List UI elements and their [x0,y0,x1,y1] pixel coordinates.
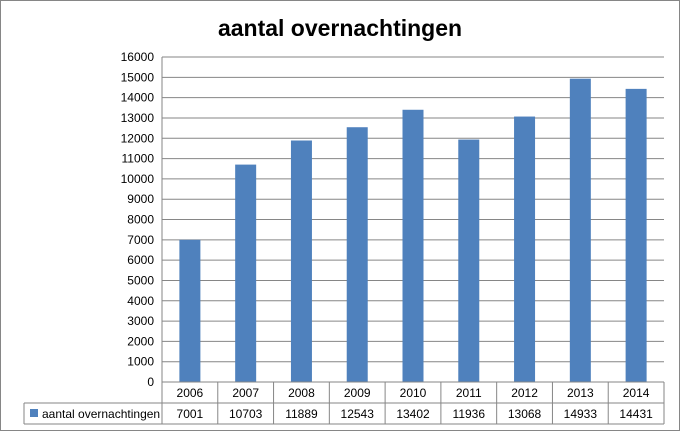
bar [402,109,424,382]
data-value-label: 14933 [564,407,598,421]
y-tick-label: 13000 [121,111,155,125]
x-category-label: 2012 [511,386,538,400]
y-tick-label: 4000 [127,294,154,308]
y-tick-label: 3000 [127,314,154,328]
y-tick-label: 1000 [127,355,154,369]
y-tick-label: 11000 [122,152,155,166]
chart-title: aantal overnachtingen [218,15,462,41]
y-tick-label: 16000 [121,50,155,64]
data-value-label: 13068 [508,407,542,421]
bar [569,78,591,383]
y-tick-label: 15000 [121,70,155,84]
data-value-label: 10703 [229,407,263,421]
data-value-label: 12543 [341,407,375,421]
data-value-label: 11936 [453,407,486,421]
y-axis-tick-labels: 0 1000 2000 3000 4000 5000 6000 7000 8000 9000 100… [121,50,155,389]
data-value-label: 11889 [285,407,318,421]
data-value-label: 7001 [177,407,204,421]
x-category-label: 2011 [456,386,482,400]
x-category-label: 2013 [567,386,594,400]
x-category-label: 2008 [288,386,315,400]
y-tick-label: 9000 [127,192,154,206]
bar [290,140,312,382]
x-category-label: 2010 [400,386,427,400]
y-tick-label: 5000 [127,273,154,287]
bar-series [179,78,647,383]
bar [514,116,536,383]
data-value-label: 14431 [619,407,653,421]
bar [346,127,368,383]
bar [458,139,480,382]
bar [179,239,201,382]
bar [235,164,257,382]
y-tick-label: 8000 [127,213,154,227]
data-table: 2006 2007 2008 2009 2010 2011 2012 2013 2014 7001… [23,381,665,425]
x-category-label: 2006 [177,386,204,400]
legend-series-name: aantal overnachtingen [42,407,160,421]
data-value-label: 13402 [396,407,430,421]
y-tick-label: 2000 [127,334,154,348]
y-tick-label: 7000 [127,233,154,247]
y-tick-label: 0 [147,375,154,389]
y-tick-label: 14000 [121,91,155,105]
x-category-label: 2014 [623,386,650,400]
y-tick-label: 10000 [121,172,155,186]
y-tick-label: 12000 [121,131,155,145]
bar [625,88,647,383]
x-category-label: 2009 [344,386,371,400]
x-category-label: 2007 [232,386,259,400]
legend-swatch [30,409,38,417]
y-tick-label: 6000 [127,253,154,267]
